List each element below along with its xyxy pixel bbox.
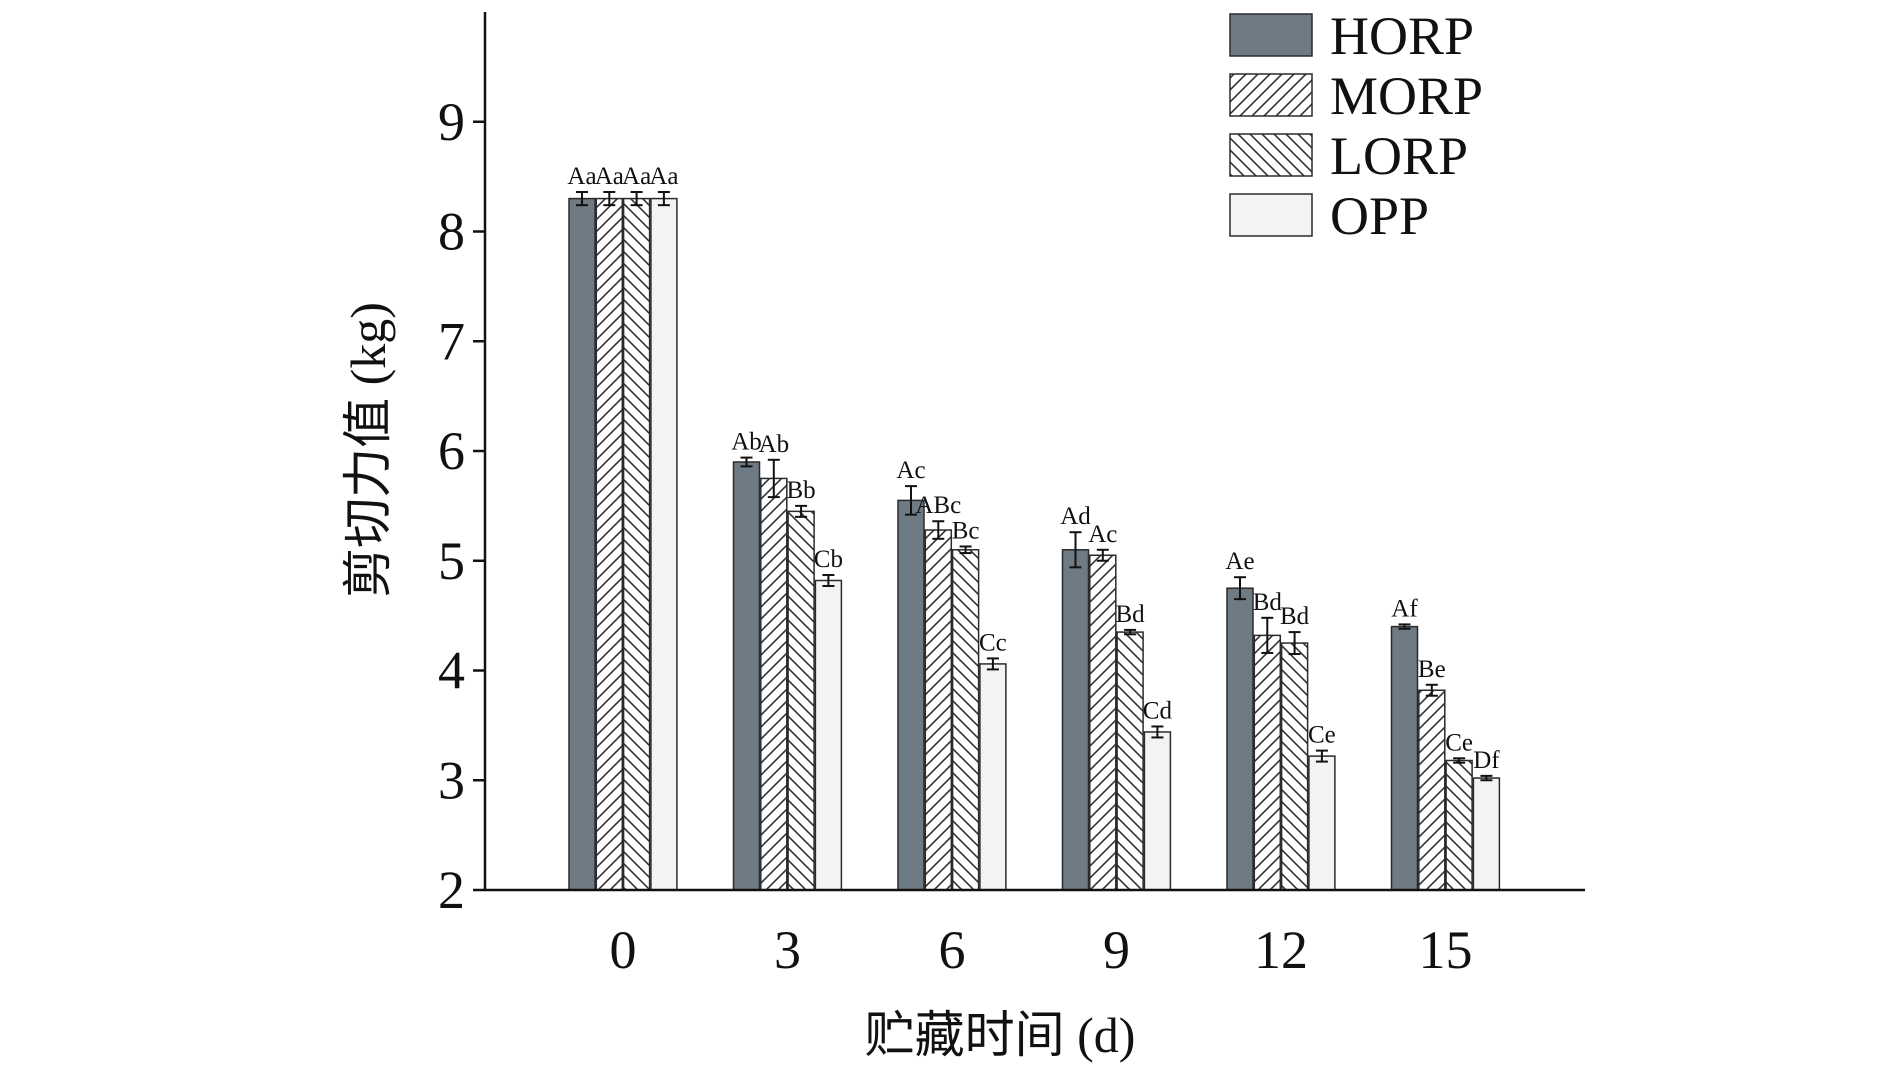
data-label-lorp-6: Bc <box>952 517 980 544</box>
data-label-opp-0: Aa <box>649 163 678 190</box>
data-label-lorp-12: Bd <box>1280 603 1310 630</box>
bars-layer: AaAaAaAaAbAbBbCbAcABcBcCcAdAcBdCdAeBdBdC… <box>567 163 1501 891</box>
bar-lorp-15 <box>1445 759 1473 891</box>
bar-lorp-6 <box>951 549 980 891</box>
y-tick-label-6: 6 <box>438 421 465 481</box>
bar-lorp-3 <box>787 510 815 891</box>
data-label-morp-0: Aa <box>595 163 624 190</box>
bar-opp-6 <box>979 663 1007 891</box>
bar-morp-9 <box>1089 554 1117 891</box>
bar-horp-0 <box>568 197 596 891</box>
y-tick-label-3: 3 <box>438 750 465 810</box>
data-label-lorp-3: Bb <box>787 477 816 504</box>
x-tick-label-3: 3 <box>774 920 801 980</box>
y-tick-label-5: 5 <box>438 531 465 591</box>
legend-swatch-morp <box>1229 73 1313 117</box>
legend-label-lorp: LORP <box>1330 126 1468 186</box>
x-tick-label-15: 15 <box>1419 920 1473 980</box>
y-tick-label-4: 4 <box>438 641 465 701</box>
bar-morp-15 <box>1418 689 1446 891</box>
data-label-morp-15: Be <box>1418 656 1446 683</box>
data-label-lorp-9: Bd <box>1116 601 1146 628</box>
legend-label-opp: OPP <box>1330 186 1429 246</box>
x-axis-title: 贮藏时间 (d) <box>865 1007 1136 1063</box>
x-tick-label-9: 9 <box>1103 920 1130 980</box>
legend-swatch-opp <box>1229 193 1313 237</box>
data-label-horp-0: Aa <box>567 163 596 190</box>
bar-morp-3 <box>760 477 788 891</box>
legend-label-horp: HORP <box>1330 6 1474 66</box>
x-tick-label-0: 0 <box>610 920 637 980</box>
bar-horp-12 <box>1226 587 1254 891</box>
bar-morp-12 <box>1253 634 1282 891</box>
data-label-opp-15: Df <box>1473 747 1500 774</box>
y-tick-label-8: 8 <box>438 202 465 262</box>
legend-swatch-horp <box>1229 13 1313 57</box>
data-label-morp-3: Ab <box>759 431 790 458</box>
data-label-opp-12: Ce <box>1308 722 1336 749</box>
data-label-lorp-0: Aa <box>622 163 651 190</box>
data-label-horp-6: Ac <box>896 457 925 484</box>
data-label-morp-6: ABc <box>915 492 961 519</box>
bar-morp-6 <box>924 529 953 891</box>
data-label-horp-15: Af <box>1391 595 1418 622</box>
data-label-opp-9: Cd <box>1143 697 1173 724</box>
bar-horp-9 <box>1061 549 1090 891</box>
data-label-horp-12: Ae <box>1225 548 1254 575</box>
bar-lorp-12 <box>1280 642 1309 891</box>
data-label-horp-3: Ab <box>731 429 762 456</box>
data-label-morp-12: Bd <box>1253 589 1283 616</box>
bar-opp-3 <box>814 579 843 891</box>
y-tick-label-9: 9 <box>438 92 465 152</box>
data-label-opp-3: Cb <box>814 546 843 573</box>
bar-lorp-0 <box>622 197 651 891</box>
bar-horp-6 <box>897 499 925 891</box>
y-axis-title: 剪切力值 (kg) <box>340 302 396 598</box>
bar-opp-15 <box>1472 777 1501 891</box>
bar-lorp-9 <box>1116 631 1144 891</box>
data-label-morp-9: Ac <box>1088 521 1117 548</box>
bar-opp-12 <box>1308 755 1336 891</box>
bar-opp-9 <box>1143 731 1172 891</box>
legend-swatch-lorp <box>1229 133 1313 177</box>
axes-layer: 0 3 6 9 12 15 2 3 4 5 6 7 8 9 <box>438 12 1585 980</box>
bar-morp-0 <box>595 197 624 891</box>
legend-label-morp: MORP <box>1330 66 1483 126</box>
data-label-horp-9: Ad <box>1060 503 1091 530</box>
data-label-lorp-15: Ce <box>1445 729 1473 756</box>
data-label-opp-6: Cc <box>979 629 1007 656</box>
y-tick-label-2: 2 <box>438 860 465 920</box>
bar-horp-15 <box>1390 625 1419 891</box>
bar-opp-0 <box>650 197 678 891</box>
x-tick-label-6: 6 <box>939 920 966 980</box>
x-tick-label-12: 12 <box>1254 920 1308 980</box>
bar-horp-3 <box>732 461 761 891</box>
y-tick-label-7: 7 <box>438 311 465 371</box>
